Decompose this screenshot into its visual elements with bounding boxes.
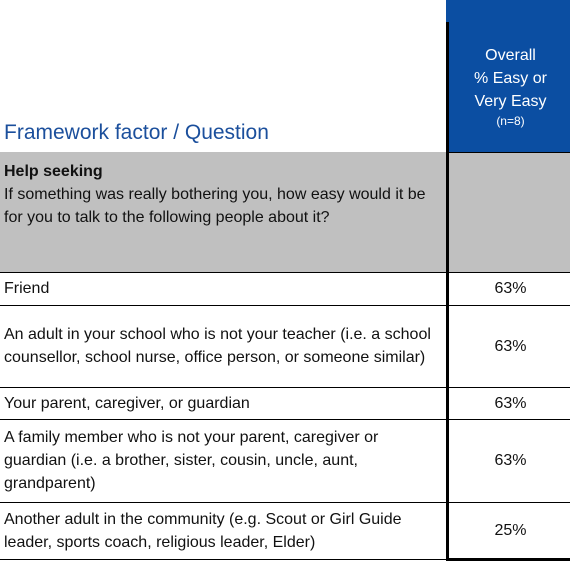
row: An adult in your school who is not your …	[0, 305, 570, 387]
section-title: Help seeking	[4, 160, 442, 183]
row: Friend 63%	[0, 272, 570, 305]
section-row: Help seeking If something was really bot…	[0, 152, 570, 272]
column-header-note: (n=8)	[453, 113, 568, 129]
header-row: Framework factor / Question Overall % Ea…	[0, 11, 570, 152]
column-header-line: Very Easy	[453, 90, 568, 113]
row-label: Friend	[0, 272, 448, 305]
row-value: 63%	[448, 419, 570, 502]
row-label: Another adult in the community (e.g. Sco…	[0, 502, 448, 559]
column-header-line: Overall	[453, 44, 568, 67]
section-cell: Help seeking If something was really bot…	[0, 152, 448, 272]
section-empty	[448, 152, 570, 272]
row-label: A family member who is not your parent, …	[0, 419, 448, 502]
header-title: Framework factor / Question	[0, 11, 448, 152]
row-value: 63%	[448, 387, 570, 419]
row-value: 63%	[448, 305, 570, 387]
row-value: 25%	[448, 502, 570, 559]
row: Your parent, caregiver, or guardian 63%	[0, 387, 570, 419]
column-header: Overall % Easy or Very Easy (n=8)	[448, 11, 570, 152]
row-label: Your parent, caregiver, or guardian	[0, 387, 448, 419]
row-value: 63%	[448, 272, 570, 305]
row: Another adult in the community (e.g. Sco…	[0, 502, 570, 559]
column-header-line: % Easy or	[453, 67, 568, 90]
row: A family member who is not your parent, …	[0, 419, 570, 502]
row-label: An adult in your school who is not your …	[0, 305, 448, 387]
section-question: If something was really bothering you, h…	[4, 186, 426, 226]
